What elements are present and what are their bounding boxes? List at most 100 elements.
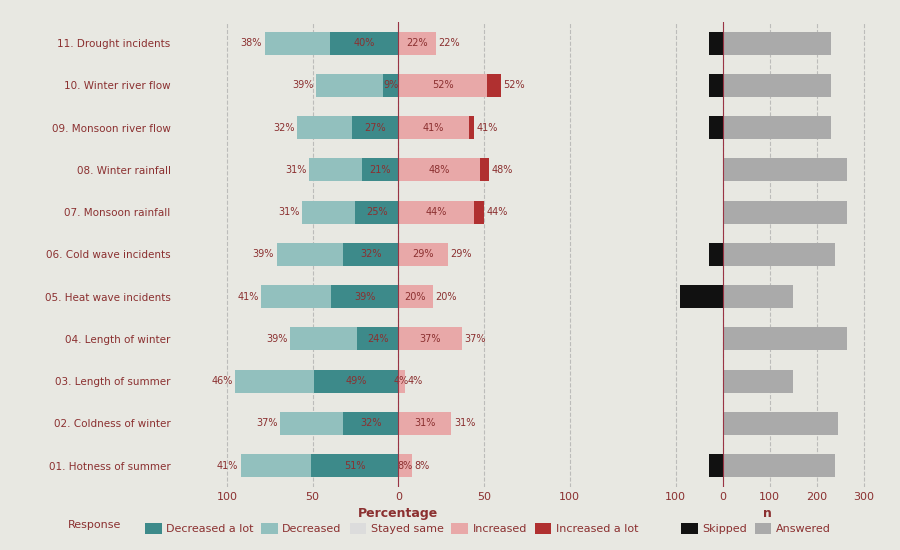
Text: 8%: 8%	[415, 461, 430, 471]
Text: 41%: 41%	[217, 461, 238, 471]
Legend: Skipped, Answered: Skipped, Answered	[677, 519, 835, 539]
Text: 49%: 49%	[346, 376, 367, 386]
Bar	[723, 370, 793, 393]
Bar	[329, 31, 398, 55]
Bar	[240, 454, 310, 477]
Bar	[723, 327, 847, 350]
Bar	[297, 116, 352, 139]
Bar	[398, 158, 481, 182]
Bar	[723, 31, 831, 55]
Bar	[481, 158, 489, 182]
Text: 41%: 41%	[238, 292, 258, 301]
Text: 24%: 24%	[367, 334, 389, 344]
Bar	[352, 116, 398, 139]
Bar	[708, 454, 723, 477]
Bar	[723, 412, 838, 435]
Text: 52%: 52%	[504, 80, 526, 90]
Bar	[708, 74, 723, 97]
Bar	[302, 201, 356, 224]
Bar	[236, 370, 314, 393]
Text: 48%: 48%	[428, 165, 450, 175]
Bar	[723, 285, 793, 308]
Text: 31%: 31%	[278, 207, 300, 217]
Bar	[331, 285, 398, 308]
Bar	[398, 285, 433, 308]
Bar	[723, 74, 831, 97]
Text: 38%: 38%	[240, 38, 262, 48]
Bar	[398, 412, 452, 435]
Text: 4%: 4%	[394, 376, 410, 386]
Bar	[363, 158, 398, 182]
Bar	[708, 31, 723, 55]
X-axis label: Percentage: Percentage	[358, 507, 438, 520]
Text: 39%: 39%	[292, 80, 313, 90]
Bar	[398, 327, 462, 350]
Text: 32%: 32%	[360, 249, 382, 260]
Bar	[398, 454, 412, 477]
Text: 37%: 37%	[256, 419, 277, 428]
Bar	[276, 243, 344, 266]
Text: 21%: 21%	[370, 165, 391, 175]
Bar	[398, 74, 488, 97]
Text: 20%: 20%	[435, 292, 456, 301]
Bar	[723, 243, 835, 266]
Text: 31%: 31%	[414, 419, 436, 428]
Bar	[473, 201, 484, 224]
Text: 25%: 25%	[366, 207, 388, 217]
Bar	[723, 201, 847, 224]
Text: 51%: 51%	[344, 461, 365, 471]
Text: 32%: 32%	[360, 419, 382, 428]
Text: 31%: 31%	[285, 165, 307, 175]
Bar	[357, 327, 398, 350]
Text: 41%: 41%	[423, 123, 444, 133]
Bar	[398, 31, 436, 55]
Bar	[680, 285, 723, 308]
Bar	[344, 412, 398, 435]
Bar	[382, 74, 398, 97]
Bar	[723, 454, 835, 477]
Text: 46%: 46%	[212, 376, 233, 386]
Text: 22%: 22%	[406, 38, 428, 48]
Text: 37%: 37%	[464, 334, 486, 344]
Bar	[314, 370, 398, 393]
Text: 4%: 4%	[408, 376, 423, 386]
Text: 39%: 39%	[354, 292, 375, 301]
Bar	[356, 201, 398, 224]
Bar	[398, 243, 448, 266]
Text: 29%: 29%	[412, 249, 434, 260]
Bar	[310, 454, 398, 477]
Bar	[310, 158, 363, 182]
Text: 41%: 41%	[476, 123, 498, 133]
Text: 37%: 37%	[419, 334, 441, 344]
Bar	[291, 327, 357, 350]
Bar	[723, 116, 831, 139]
Legend: Decreased a lot, Decreased, Stayed same, Increased, Increased a lot: Decreased a lot, Decreased, Stayed same,…	[140, 519, 643, 539]
Text: 8%: 8%	[398, 461, 413, 471]
Bar	[708, 243, 723, 266]
X-axis label: n: n	[763, 507, 771, 520]
Bar	[280, 412, 344, 435]
Text: 39%: 39%	[266, 334, 288, 344]
Text: 44%: 44%	[426, 207, 446, 217]
Bar	[398, 116, 469, 139]
Bar	[398, 370, 405, 393]
Text: 22%: 22%	[438, 38, 460, 48]
Text: Response: Response	[68, 520, 122, 530]
Text: 44%: 44%	[487, 207, 508, 217]
Bar	[398, 201, 473, 224]
Text: 29%: 29%	[451, 249, 472, 260]
Text: 39%: 39%	[253, 249, 274, 260]
Text: 48%: 48%	[491, 165, 513, 175]
Text: 40%: 40%	[354, 38, 374, 48]
Bar	[261, 285, 331, 308]
Text: 20%: 20%	[405, 292, 426, 301]
Text: 9%: 9%	[382, 80, 398, 90]
Bar	[708, 116, 723, 139]
Bar	[469, 116, 473, 139]
Bar	[265, 31, 329, 55]
Text: 31%: 31%	[454, 419, 475, 428]
Text: 27%: 27%	[364, 123, 386, 133]
Text: 32%: 32%	[273, 123, 294, 133]
Bar	[488, 74, 501, 97]
Text: 52%: 52%	[432, 80, 454, 90]
